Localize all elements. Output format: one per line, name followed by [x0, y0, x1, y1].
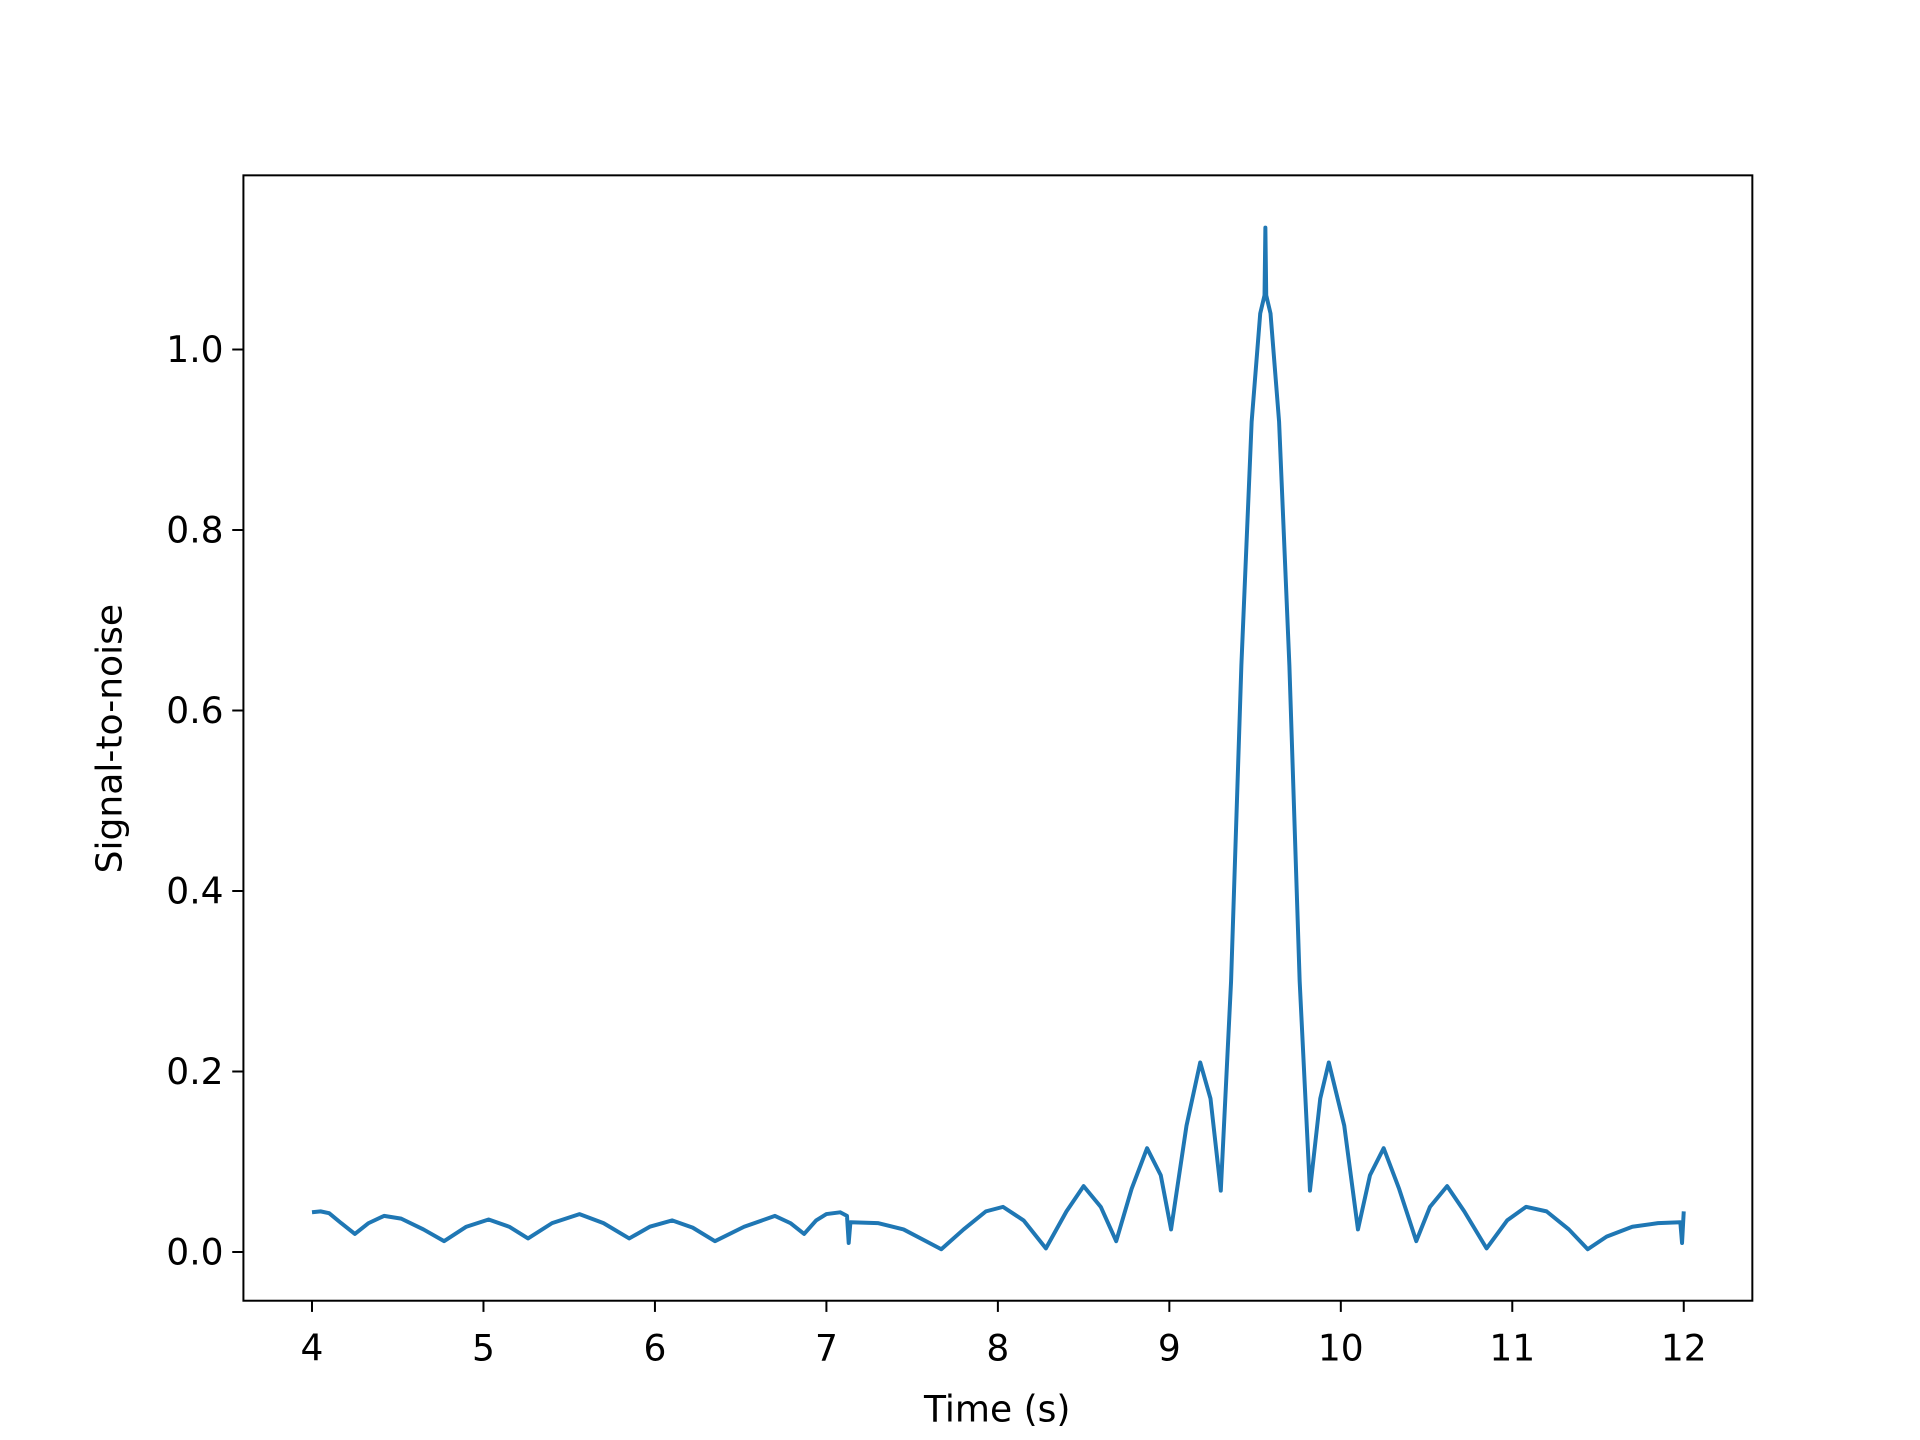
y-tick-label: 0.0 [166, 1232, 223, 1273]
y-tick-label: 0.2 [166, 1052, 223, 1093]
data-line [311, 225, 1686, 1252]
y-tick-label: 1.0 [166, 330, 223, 371]
x-tick-label: 8 [986, 1328, 1009, 1369]
x-tick-label: 6 [643, 1328, 666, 1369]
x-tick-label: 4 [301, 1328, 324, 1369]
x-tick-label: 10 [1318, 1328, 1364, 1369]
x-tick-label: 5 [472, 1328, 495, 1369]
y-tick-label: 0.8 [166, 510, 223, 551]
x-tick-label: 9 [1158, 1328, 1181, 1369]
y-tick-label: 0.6 [166, 691, 223, 732]
x-tick-label: 11 [1489, 1328, 1535, 1369]
x-tick-label: 7 [815, 1328, 838, 1369]
y-tick-label: 0.4 [166, 871, 223, 912]
x-tick-label: 12 [1661, 1328, 1707, 1369]
y-axis-label: Signal-to-noise [90, 604, 131, 873]
x-axis-label: Time (s) [923, 1389, 1070, 1430]
plot-frame [242, 174, 1754, 1302]
